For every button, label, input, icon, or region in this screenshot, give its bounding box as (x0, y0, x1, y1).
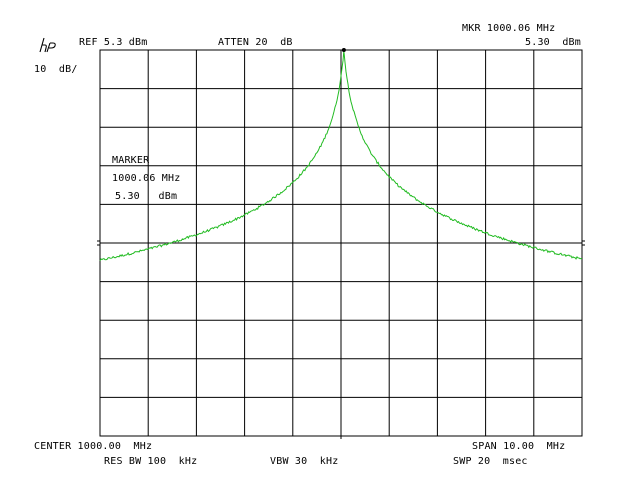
resolution-bandwidth-label: RES BW 100 kHz (104, 456, 198, 467)
marker-box-frequency: 1000.06 MHz (112, 173, 181, 184)
scale-label: 10 dB/ (34, 64, 78, 75)
marker-box-level: 5.30 dBm (115, 191, 178, 202)
video-bandwidth-label: VBW 30 kHz (270, 456, 339, 467)
peak-marker (341, 48, 346, 52)
center-frequency-label: CENTER 1000.00 MHz (34, 441, 153, 452)
span-label: SPAN 10.00 MHz (472, 441, 566, 452)
marker-frequency-readout: MKR 1000.06 MHz (462, 23, 556, 34)
marker-level-readout: 5.30 dBm (525, 37, 581, 48)
marker-box-title: MARKER (112, 155, 150, 166)
spectrum-trace (99, 49, 583, 262)
attenuation-label: ATTEN 20 dB (218, 37, 293, 48)
sweep-time-label: SWP 20 msec (453, 456, 528, 467)
hp-logo-icon (39, 37, 56, 53)
reference-level-label: REF 5.3 dBm (79, 37, 148, 48)
